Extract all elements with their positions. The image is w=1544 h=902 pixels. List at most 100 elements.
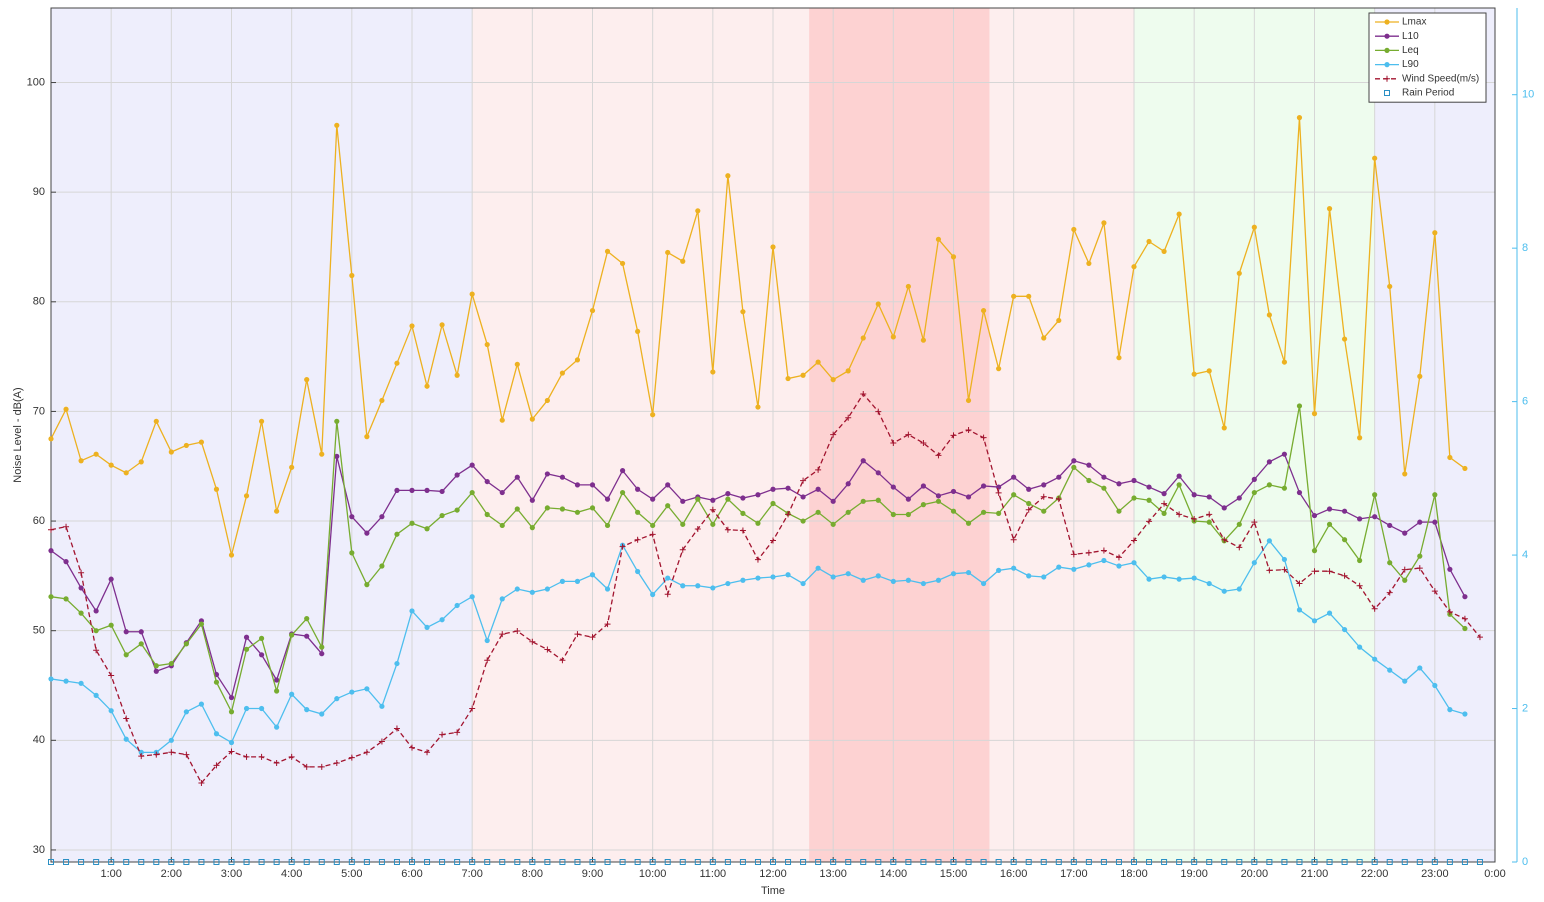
point [950,859,957,865]
point [1387,560,1393,566]
point [243,646,250,652]
point [499,596,505,602]
point [153,663,159,669]
point [1071,464,1077,470]
point [785,485,791,491]
point [454,372,460,378]
point [574,482,581,488]
point [679,859,686,865]
point [394,487,400,493]
point [213,762,220,769]
point [725,173,731,179]
point [304,707,310,713]
point [634,536,641,543]
point [289,464,295,470]
point [1025,506,1032,513]
point [680,498,686,504]
point [1402,530,1408,536]
x-axis-label: Time [761,885,785,897]
point [409,744,415,751]
point [1085,859,1092,865]
x-tick-label: 20:00 [1241,868,1269,880]
point [920,580,927,587]
point [228,552,235,558]
legend-box [1368,12,1487,103]
point [1221,859,1228,865]
point [1296,607,1303,613]
x-tick-label: 17:00 [1060,868,1088,880]
point [1221,505,1227,511]
point [574,631,581,638]
point [1251,859,1258,865]
point [1476,859,1483,865]
point [695,496,701,502]
y-tick-label: 90 [33,186,45,198]
period-band [989,8,1134,862]
point [243,753,250,760]
point [980,509,987,515]
point [1086,462,1092,468]
point [996,366,1002,372]
point [1146,497,1152,503]
point [965,494,972,500]
point [619,543,626,550]
point [1311,548,1318,554]
point [800,580,806,587]
point [258,418,265,424]
point [1161,574,1167,580]
point [1371,859,1378,865]
y-tick-label: 100 [27,76,45,88]
point [604,496,611,502]
point [725,580,731,587]
point [830,498,836,504]
point [890,334,896,340]
legend-marker [1384,33,1390,39]
point [288,753,295,760]
point [319,651,325,657]
point [724,859,731,865]
point [454,602,460,609]
point [875,573,881,579]
point [93,608,99,614]
point [649,859,656,865]
point [1251,224,1257,230]
point [409,323,415,329]
point [1462,625,1468,632]
point [950,432,957,439]
point [559,859,566,865]
point [258,705,265,712]
point [875,859,882,865]
point [665,503,671,509]
point [228,694,235,701]
point [1191,492,1197,498]
x-tick-label: 13:00 [819,868,847,880]
point [304,377,310,383]
point [1011,565,1017,571]
point [529,638,536,645]
point [1326,610,1333,616]
point [830,859,837,865]
point [785,375,791,382]
point [1371,605,1378,612]
point [875,470,881,476]
point [544,859,551,865]
point [138,459,144,465]
point [48,526,54,533]
point [589,307,596,314]
point [1296,580,1303,587]
point [319,711,325,717]
point [770,500,776,507]
point [1101,474,1107,480]
point [123,470,129,476]
point [1357,557,1363,564]
point [890,578,896,584]
x-tick-label: 7:00 [461,868,482,880]
point [1086,562,1092,568]
point [529,497,535,503]
point [619,859,626,865]
point [860,498,866,504]
point [589,634,596,641]
point [1085,549,1092,556]
point [123,859,130,865]
point [514,361,520,367]
